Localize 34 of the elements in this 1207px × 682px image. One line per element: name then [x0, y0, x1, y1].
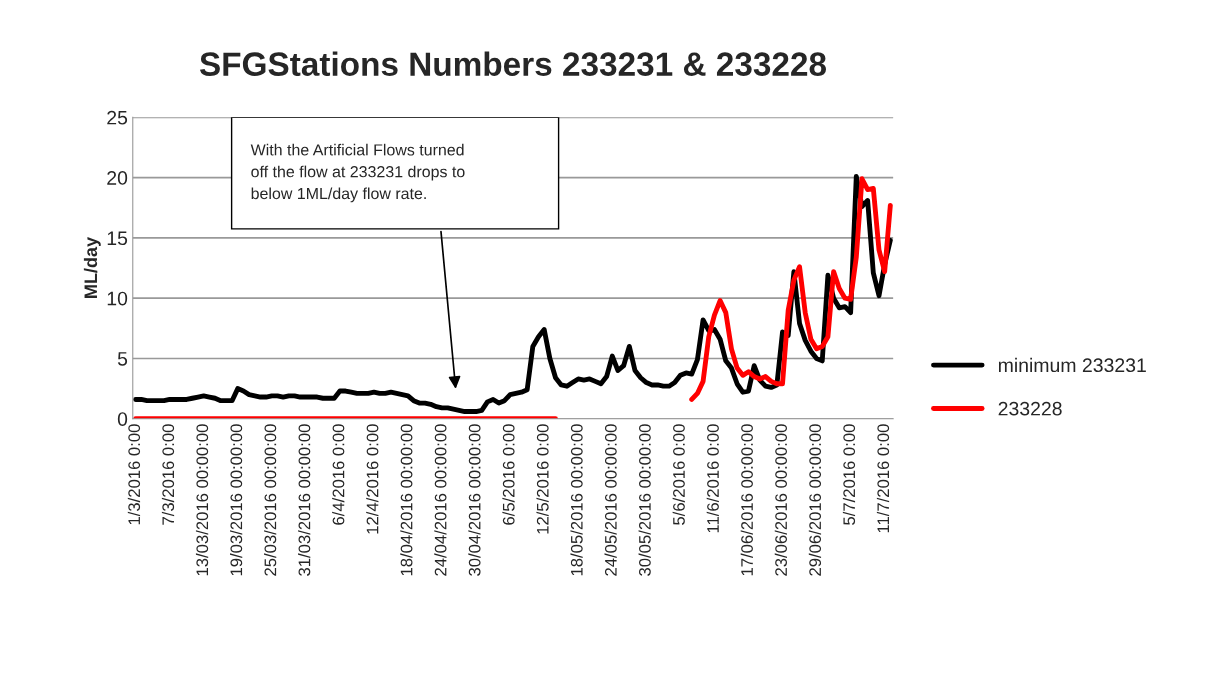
x-tick-label: 23/06/2016 00:00:00 [774, 424, 787, 576]
x-tick-label: 17/06/2016 00:00:00 [740, 424, 753, 576]
x-tick-label: 5/6/2016 0:00 [672, 424, 685, 525]
x-tick-label: 11/7/2016 0:00 [876, 424, 890, 533]
legend-label: 233228 [998, 401, 1062, 416]
y-tick-label: 5 [117, 352, 128, 366]
y-tick-label: 20 [107, 171, 128, 185]
x-tick-label: 5/7/2016 0:00 [842, 424, 856, 525]
y-tick-label: 10 [107, 291, 128, 306]
x-tick-label: 29/06/2016 00:00:00 [808, 424, 822, 576]
x-tick-label: 31/03/2016 00:00:00 [298, 424, 311, 576]
x-tick-label: 19/03/2016 00:00:00 [229, 424, 243, 576]
x-tick-label: 24/04/2016 00:00:00 [434, 424, 447, 576]
x-tick-label: 13/03/2016 00:00:00 [195, 424, 209, 576]
x-tick-label: 24/05/2016 00:00:00 [604, 424, 617, 576]
x-tick-label: 30/04/2016 00:00:00 [468, 424, 481, 576]
x-tick-label: 25/03/2016 00:00:00 [264, 424, 277, 576]
annotation: With the Artificial Flows turned off the flow at 233231 drops to below 1ML/day flow rate. [250, 143, 465, 203]
y-tick-label: 0 [117, 412, 128, 426]
x-tick-label: 6/5/2016 0:00 [502, 424, 515, 525]
x-tick-label: 1/3/2016 0:00 [127, 424, 141, 525]
y-tick-label: 25 [107, 110, 128, 125]
x-tick-label: 12/4/2016 0:00 [366, 424, 379, 534]
y-tick-label: 15 [107, 231, 128, 246]
x-tick-label: 6/4/2016 0:00 [332, 424, 345, 525]
x-tick-label: 18/05/2016 00:00:00 [570, 424, 583, 576]
legend-label: minimum 233231 [998, 357, 1146, 373]
y-axis-title: ML/day [83, 237, 101, 298]
x-tick-label: 18/04/2016 00:00:00 [400, 424, 413, 576]
chart-title: SFGStations Numbers 233231 & 233228 [199, 51, 827, 77]
x-tick-label: 30/05/2016 00:00:00 [638, 424, 651, 576]
x-tick-label: 11/6/2016 0:00 [706, 424, 719, 533]
x-tick-label: 12/5/2016 0:00 [536, 424, 549, 534]
x-tick-label: 7/3/2016 0:00 [161, 424, 175, 525]
